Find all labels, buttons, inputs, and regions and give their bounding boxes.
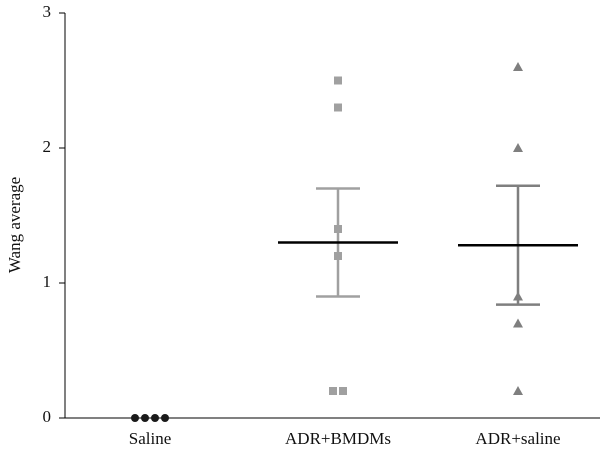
- point: [513, 318, 523, 328]
- point: [513, 143, 523, 152]
- point: [329, 387, 337, 395]
- point: [334, 103, 342, 112]
- point: [513, 386, 523, 395]
- point: [339, 387, 347, 395]
- y-tick-label: 2: [43, 137, 52, 156]
- point: [131, 414, 139, 422]
- y-axis-label: Wang average: [5, 177, 24, 273]
- point: [151, 414, 159, 422]
- point: [513, 62, 523, 71]
- point: [334, 76, 342, 85]
- point: [141, 414, 149, 422]
- x-tick-label: Saline: [129, 429, 172, 448]
- y-tick-label: 1: [43, 272, 52, 291]
- y-tick-label: 3: [43, 2, 52, 21]
- x-tick-label: ADR+BMDMs: [285, 429, 391, 448]
- y-tick-label: 0: [43, 407, 52, 426]
- point: [161, 414, 169, 422]
- x-tick-label: ADR+saline: [475, 429, 560, 448]
